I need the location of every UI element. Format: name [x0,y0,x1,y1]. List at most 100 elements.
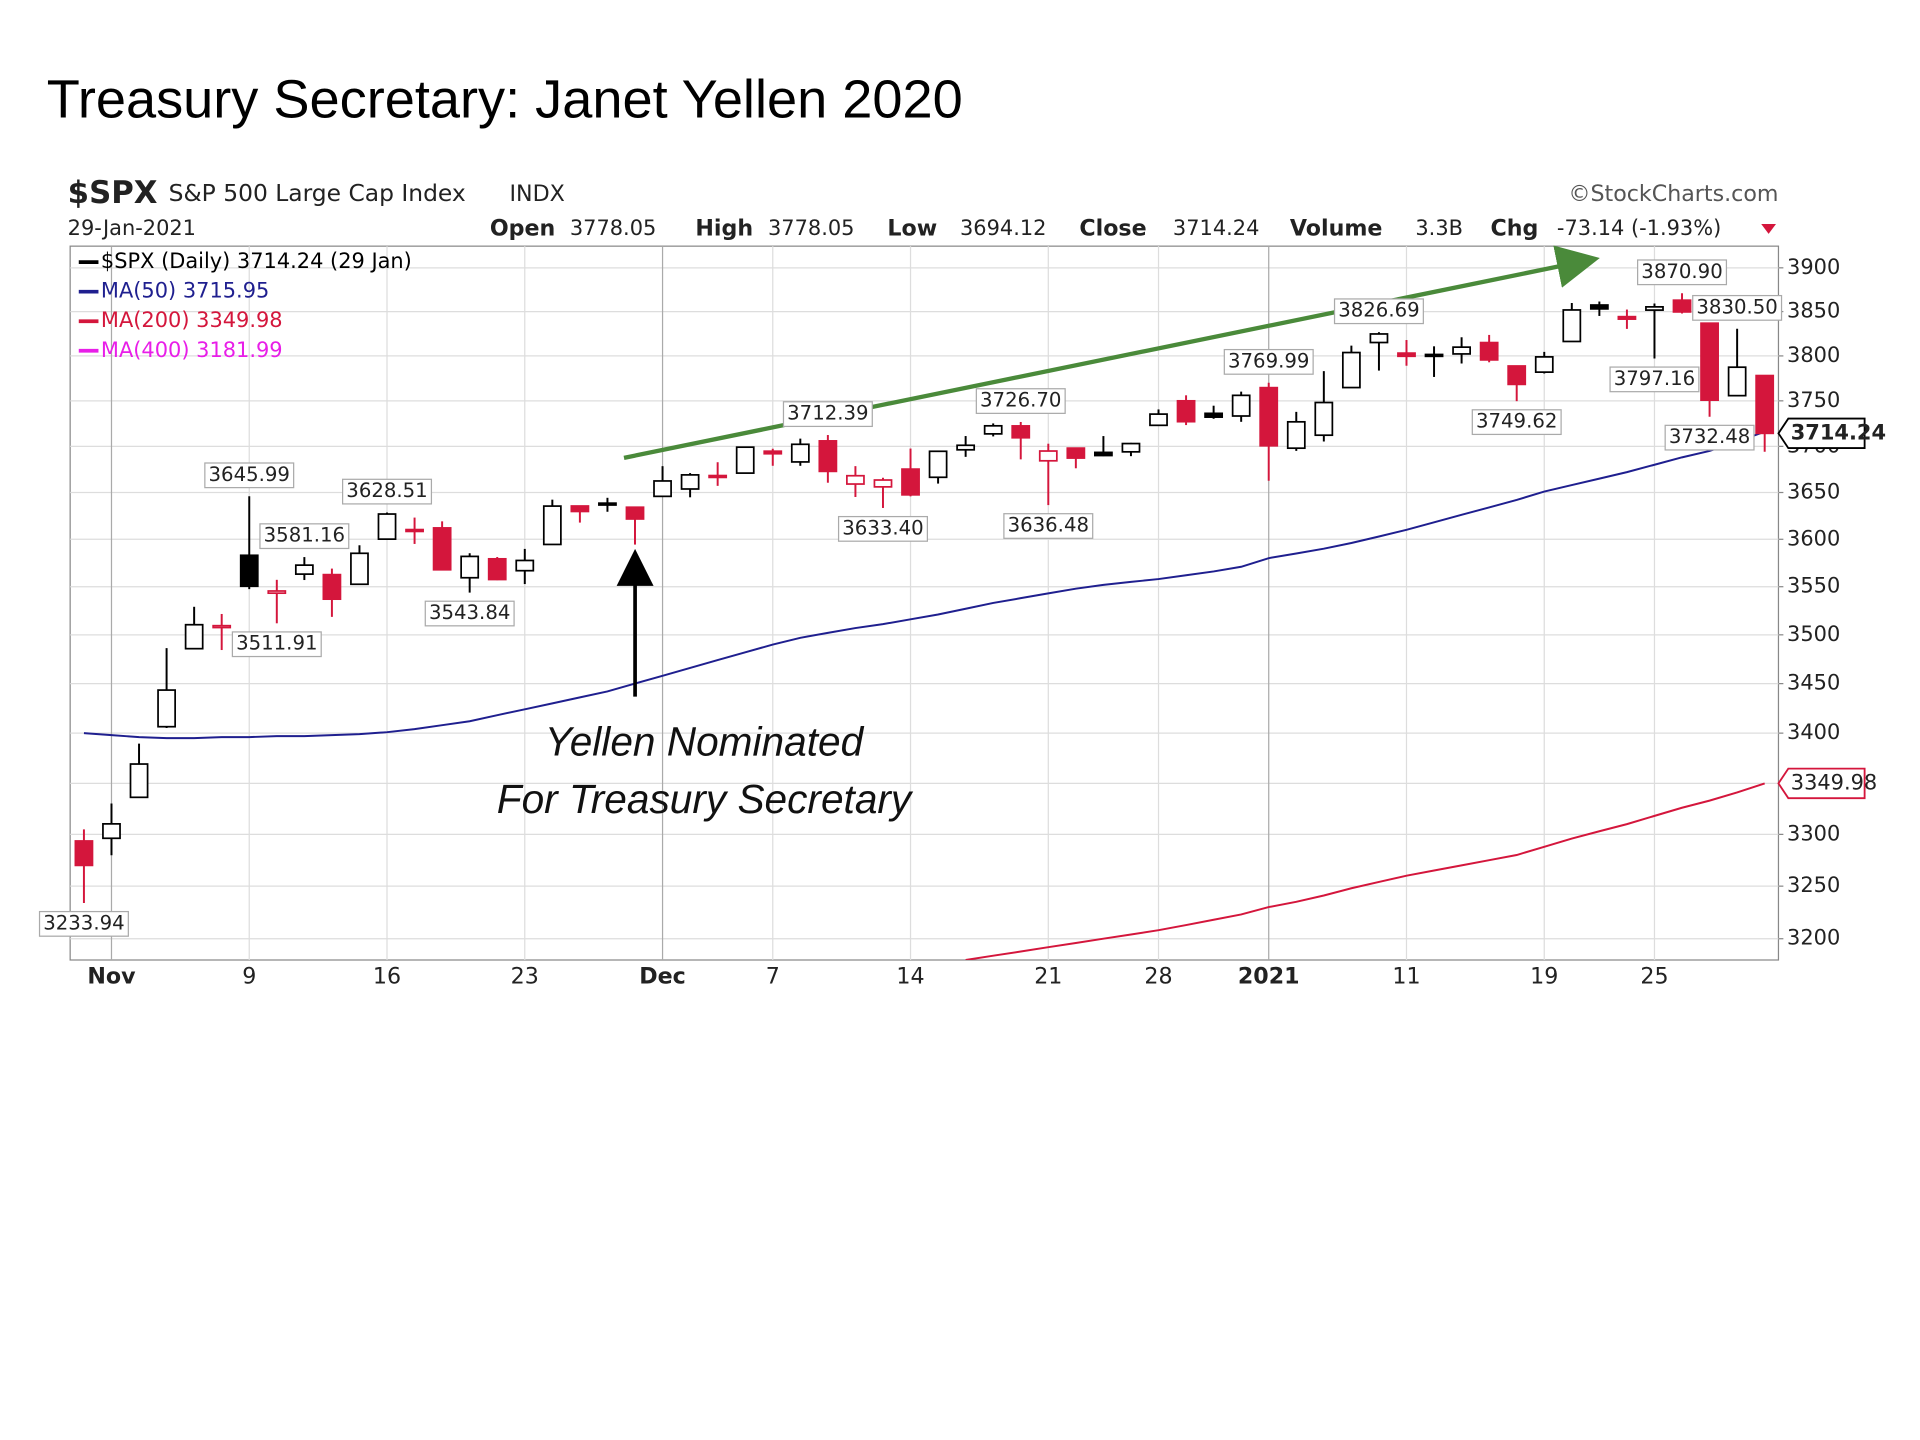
value-label: 3633.40 [842,516,923,539]
annotation: Yellen Nominated [545,718,865,764]
candle-body [1397,352,1416,358]
value-label-box [1471,409,1562,436]
stat-value: 3.3B [1415,216,1463,240]
value-label-box [975,388,1066,414]
candle-body [322,573,342,601]
y-tick-label: 3800 [1787,343,1840,367]
stat-value: 3694.12 [960,216,1046,240]
value-label-box [1664,424,1755,451]
x-tick-label: 2021 [1238,964,1300,990]
price-tag-box [1777,417,1866,450]
candle-body [1038,450,1058,462]
value-label-box [231,631,322,658]
stat-label: Open [490,215,555,241]
candle-body [1121,442,1141,453]
value-label: 3769.99 [1228,349,1309,372]
value-label: 3797.16 [1614,367,1695,390]
value-label-box [1003,513,1094,539]
y-tick-label: 3450 [1787,671,1840,695]
candle-body [487,557,507,581]
x-tick-label: Nov [87,964,136,990]
candle-body [680,474,700,490]
candle-body [102,823,121,840]
stat-label: Chg [1490,215,1538,241]
credit: ©StockCharts.com [1568,181,1778,207]
value-label-box [1333,298,1424,325]
legend-entry: MA(400) 3181.99 [101,338,283,362]
x-tick-label: 19 [1530,964,1558,990]
candle-body [267,590,287,595]
candle-body [542,505,562,546]
candle-body [157,689,176,728]
legend-text: MA(400) [101,338,190,362]
candle-body [212,624,232,629]
candle-body [294,564,314,575]
candle-body [1727,366,1747,397]
value-label-box [259,523,350,550]
candle-body [570,505,590,513]
y-tick-label: 3900 [1787,255,1840,279]
candle-body [1645,306,1664,311]
stat-label: High [695,215,753,241]
y-tick-label: 3300 [1787,821,1840,845]
ma-line [965,782,1765,960]
value-label-box [341,478,433,505]
candle-body [873,479,893,488]
stat-label: Close [1079,215,1146,241]
value-label: 3645.99 [209,463,290,486]
y-tick-label: 3500 [1787,622,1840,646]
candle-body [239,554,259,588]
value-label-box [38,910,129,937]
value-label: 3636.48 [1008,514,1089,537]
candle-body [983,424,1003,435]
ma-line [83,430,1766,740]
candle-body [956,444,976,451]
legend-entry: $SPX (Daily) 3714.24 (29 Jan) [101,249,412,273]
candle-body [74,840,94,867]
x-tick-label: 14 [896,964,924,990]
candle-body [598,502,617,506]
value-label: 3826.69 [1338,299,1419,322]
candle-body [1369,333,1389,344]
candle-body [1314,401,1334,437]
candle-body [1755,374,1775,435]
legend-text: (29 Jan) [330,249,412,273]
x-tick-label: 9 [242,964,256,990]
stat-value: 3714.24 [1173,216,1259,240]
candle-body [1066,447,1086,459]
legend-text: MA(200) [101,308,190,332]
candle-body [350,552,369,586]
value-label: 3726.70 [980,389,1061,412]
value-label-box [424,600,515,627]
candle-body [129,763,149,799]
value-label: 3233.94 [43,911,124,934]
value-label: 3749.62 [1476,410,1557,433]
candle-body [515,559,535,572]
x-tick-label: 28 [1144,964,1172,990]
candle-body [1286,420,1306,450]
value-label: 3712.39 [787,402,868,425]
candle-body [790,443,810,463]
candle-body [1452,346,1472,355]
legend-text: MA(50) [101,279,176,303]
page-title: Treasury Secretary: Janet Yellen 2020 [47,70,963,130]
y-tick-label: 3750 [1787,388,1840,412]
legend-entry: MA(50) 3715.95 [101,279,269,303]
value-label: 3830.50 [1696,295,1777,318]
value-label-box [204,462,295,489]
value-label-box [1609,366,1700,393]
candle-body [1507,365,1527,386]
candle-body [1094,451,1113,457]
stat-value: -73.14 (-1.93%) [1557,216,1721,240]
x-tick-label: 16 [373,964,401,990]
legend-entry: MA(200) 3349.98 [101,308,283,332]
value-label: 3581.16 [264,524,345,547]
candle-body [405,528,424,533]
candle-body [1672,299,1692,313]
candle-body [928,450,948,479]
price-tag: 3349.98 [1791,770,1877,794]
price-tag: 3714.24 [1791,420,1886,444]
index-name: S&P 500 Large Cap Index [169,179,466,207]
y-tick-label: 3250 [1787,873,1840,897]
